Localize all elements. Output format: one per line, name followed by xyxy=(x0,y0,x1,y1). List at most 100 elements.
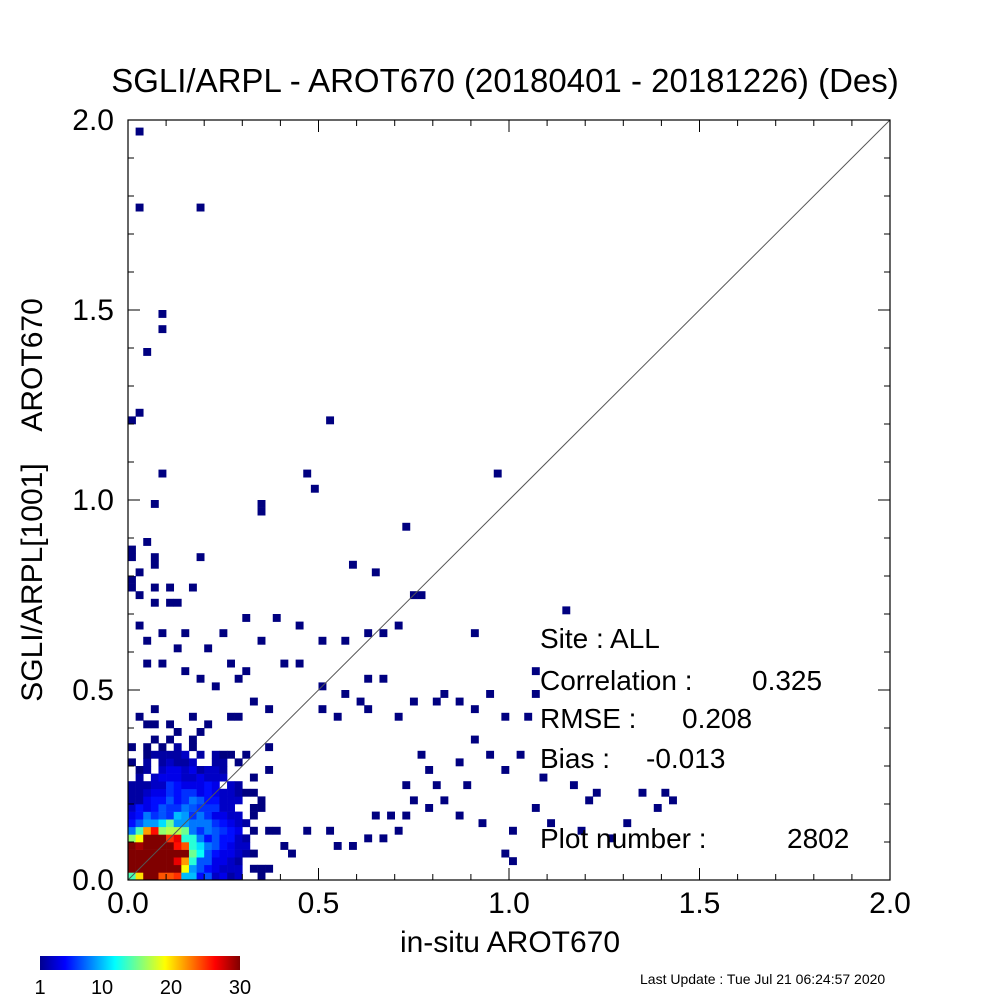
density-bin xyxy=(188,788,197,797)
density-bin xyxy=(135,849,144,858)
density-bin xyxy=(242,819,251,828)
density-bin xyxy=(166,857,175,866)
density-bin xyxy=(310,484,319,493)
density-bin xyxy=(204,811,213,820)
density-bin xyxy=(143,796,152,805)
density-bin xyxy=(181,773,190,782)
density-bin xyxy=(143,538,152,546)
density-bin xyxy=(257,636,266,645)
density-bin xyxy=(531,690,540,698)
density-bin xyxy=(455,758,464,767)
density-bin xyxy=(486,690,495,698)
density-bin xyxy=(318,636,327,645)
density-bin xyxy=(204,826,213,835)
stats-box: Site : ALL Correlation : 0.325 RMSE : 0.… xyxy=(540,623,849,854)
density-bin xyxy=(158,629,167,638)
density-bin xyxy=(158,469,167,478)
density-bin xyxy=(181,804,190,812)
density-bin xyxy=(204,842,213,850)
density-bin xyxy=(402,781,411,790)
density-bin xyxy=(265,743,274,752)
density-bin xyxy=(242,842,251,850)
density-bin xyxy=(166,819,175,828)
y-tick-label: 1.5 xyxy=(72,294,114,327)
density-bin xyxy=(204,834,213,843)
density-bin xyxy=(204,766,213,774)
density-bin xyxy=(188,773,197,782)
density-bin xyxy=(173,811,182,820)
density-bin xyxy=(211,750,220,759)
density-bin xyxy=(196,872,205,880)
density-bin xyxy=(219,849,228,858)
density-bin xyxy=(234,758,243,767)
density-bin xyxy=(128,788,136,797)
density-bin xyxy=(158,819,167,828)
density-bin xyxy=(166,849,175,858)
density-bin xyxy=(181,758,190,767)
density-bin xyxy=(143,659,152,668)
density-bin xyxy=(181,857,190,866)
density-bin xyxy=(166,766,175,774)
density-bin xyxy=(219,857,228,866)
density-bin xyxy=(333,842,342,850)
density-bin xyxy=(166,598,175,607)
density-bin xyxy=(242,849,251,858)
density-bin xyxy=(234,819,243,828)
density-bin xyxy=(150,826,159,835)
density-bin xyxy=(364,705,373,714)
density-bin xyxy=(379,674,388,683)
density-bin xyxy=(135,781,144,790)
axis-ticks xyxy=(127,119,891,881)
density-bin xyxy=(143,872,152,880)
density-bin xyxy=(166,872,175,880)
density-bin xyxy=(173,796,182,805)
density-bin xyxy=(143,636,152,645)
density-bin xyxy=(409,796,418,805)
density-bin xyxy=(181,796,190,805)
density-bin xyxy=(280,842,289,850)
density-bin xyxy=(585,796,594,805)
density-bin xyxy=(219,864,228,873)
density-bin xyxy=(211,834,220,843)
density-bin xyxy=(150,811,159,820)
density-bin xyxy=(158,325,167,334)
density-bin xyxy=(128,842,136,850)
density-bin xyxy=(234,811,243,820)
density-bin xyxy=(166,735,175,744)
density-bin xyxy=(128,416,136,425)
density-bin xyxy=(150,788,159,797)
density-bin xyxy=(158,857,167,866)
density-bin xyxy=(204,788,213,797)
density-bin xyxy=(128,743,136,752)
density-bin xyxy=(196,553,205,562)
density-bin xyxy=(227,834,235,843)
density-bin xyxy=(204,720,213,729)
density-bin xyxy=(227,819,235,828)
density-bin xyxy=(387,811,395,820)
density-bin xyxy=(486,750,495,759)
density-bin xyxy=(135,834,144,843)
density-bin xyxy=(592,788,601,797)
density-bin xyxy=(143,720,152,729)
density-bin xyxy=(150,598,159,607)
density-bin xyxy=(181,667,190,676)
density-bin xyxy=(158,781,167,790)
density-bin xyxy=(135,804,144,812)
density-bin xyxy=(493,469,502,478)
density-bin xyxy=(242,750,251,759)
density-bin xyxy=(128,576,136,584)
density-bin xyxy=(181,826,190,835)
colorbar-tick-label: 10 xyxy=(91,977,113,999)
density-bin xyxy=(196,781,205,790)
density-bin xyxy=(234,857,243,866)
density-bin xyxy=(227,864,235,873)
y-tick-label: 1.0 xyxy=(72,484,114,517)
density-bin xyxy=(196,864,205,873)
density-bin xyxy=(135,408,144,417)
colorbar-tick-label: 20 xyxy=(160,977,182,999)
density-bin xyxy=(417,591,426,600)
density-bin xyxy=(257,872,266,880)
density-bin xyxy=(188,583,197,592)
density-bin xyxy=(234,826,243,835)
